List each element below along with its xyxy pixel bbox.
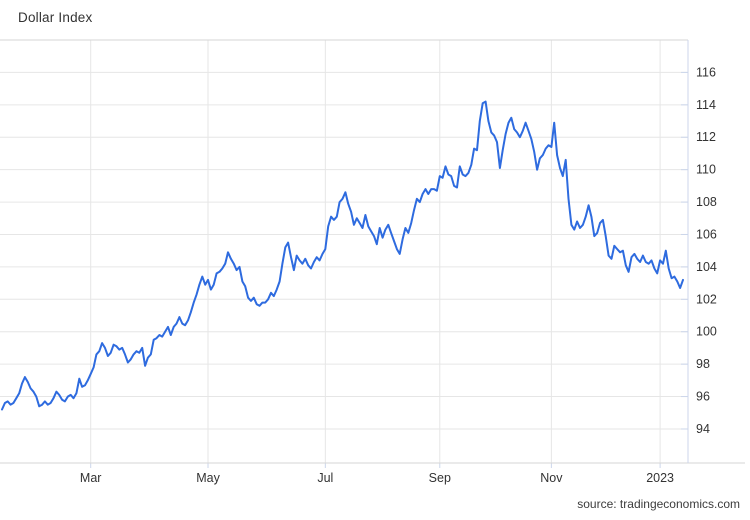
x-tick-label: Nov <box>540 471 563 485</box>
x-tick-label: Mar <box>80 471 102 485</box>
price-line-series <box>1 100 684 411</box>
gridlines <box>0 40 688 463</box>
x-tick-label: Sep <box>429 471 451 485</box>
x-tick-label: Jul <box>317 471 333 485</box>
axis-labels: 94 96 98 100 102 104 106 108 110 112 114 116 Mar May J… <box>80 65 717 485</box>
y-tick-label: 108 <box>696 195 717 209</box>
y-tick-label: 116 <box>696 65 716 79</box>
y-tick-label: 96 <box>696 390 710 404</box>
x-tick-label: 2023 <box>646 471 674 485</box>
axes <box>0 39 745 468</box>
y-tick-label: 104 <box>696 260 717 274</box>
y-tick-label: 106 <box>696 227 717 241</box>
y-tick-label: 102 <box>696 292 717 306</box>
y-tick-label: 114 <box>696 98 716 112</box>
x-tick-label: May <box>196 471 220 485</box>
y-tick-label: 94 <box>696 422 710 436</box>
chart-title: Dollar Index <box>18 10 93 25</box>
source-credit-link[interactable]: source: tradingeconomics.com <box>577 497 740 511</box>
y-tick-label: 110 <box>696 163 716 177</box>
y-tick-label: 100 <box>696 325 717 339</box>
y-tick-label: 98 <box>696 357 710 371</box>
y-tick-label: 112 <box>696 130 716 144</box>
